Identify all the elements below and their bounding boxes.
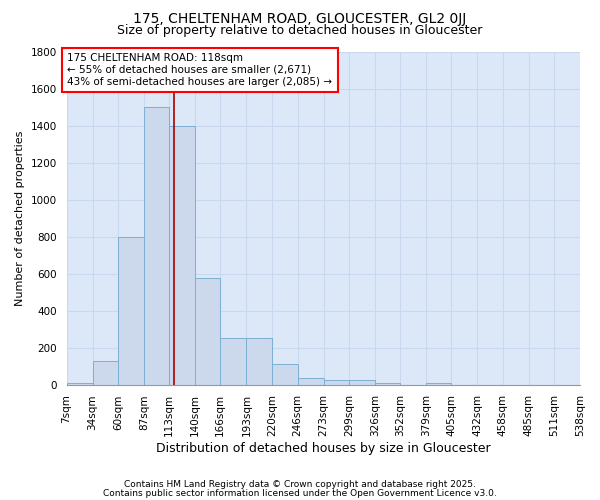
- Bar: [92, 360, 118, 384]
- Text: Size of property relative to detached houses in Gloucester: Size of property relative to detached ho…: [118, 24, 482, 37]
- Bar: [272, 364, 298, 384]
- Text: 175 CHELTENHAM ROAD: 118sqm
← 55% of detached houses are smaller (2,671)
43% of : 175 CHELTENHAM ROAD: 118sqm ← 55% of det…: [67, 54, 332, 86]
- Y-axis label: Number of detached properties: Number of detached properties: [15, 130, 25, 306]
- Bar: [426, 382, 451, 384]
- X-axis label: Distribution of detached houses by size in Gloucester: Distribution of detached houses by size …: [156, 442, 491, 455]
- Bar: [220, 338, 247, 384]
- Bar: [247, 338, 272, 384]
- Text: Contains HM Land Registry data © Crown copyright and database right 2025.: Contains HM Land Registry data © Crown c…: [124, 480, 476, 489]
- Text: 175, CHELTENHAM ROAD, GLOUCESTER, GL2 0JJ: 175, CHELTENHAM ROAD, GLOUCESTER, GL2 0J…: [133, 12, 467, 26]
- Bar: [169, 126, 195, 384]
- Bar: [144, 107, 169, 384]
- Bar: [298, 378, 324, 384]
- Bar: [195, 278, 220, 384]
- Text: Contains public sector information licensed under the Open Government Licence v3: Contains public sector information licen…: [103, 488, 497, 498]
- Bar: [118, 236, 144, 384]
- Bar: [375, 382, 400, 384]
- Bar: [349, 380, 375, 384]
- Bar: [324, 380, 349, 384]
